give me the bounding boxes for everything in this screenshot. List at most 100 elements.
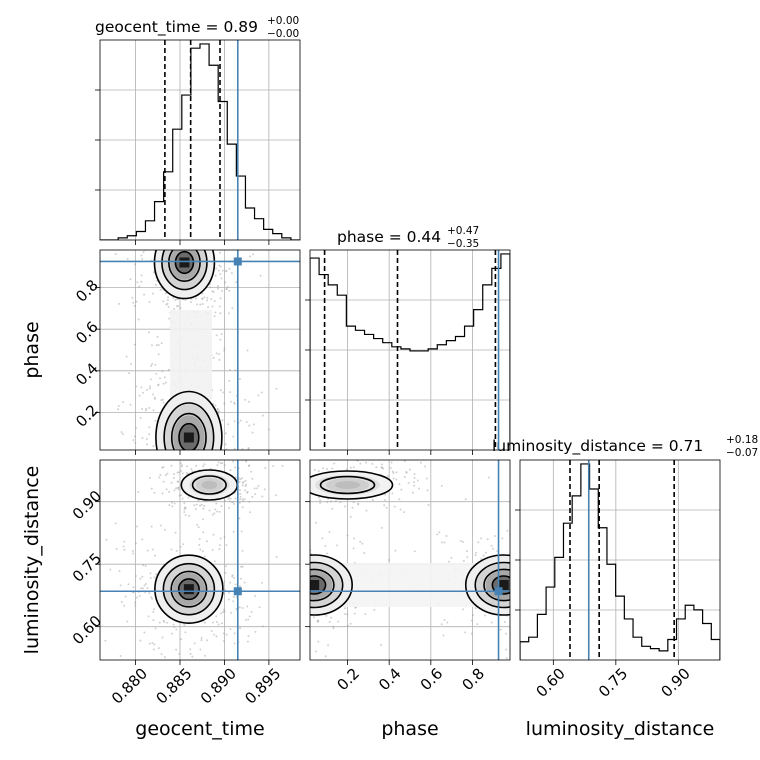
scatter-point [211,305,214,308]
scatter-point [254,594,257,597]
scatter-point [149,476,152,479]
scatter-point [265,578,267,580]
scatter-point [300,560,302,562]
scatter-point [123,604,126,607]
scatter-point [562,593,564,595]
scatter-point [196,523,199,526]
scatter-point [577,588,579,590]
scatter-point [228,507,231,510]
scatter-point [167,451,169,453]
scatter-point [203,555,206,558]
scatter-point [168,317,171,320]
scatter-point [164,381,167,384]
scatter-point [286,547,288,549]
scatter-point [154,283,157,286]
scatter-point [229,391,232,394]
scatter-point [333,462,336,465]
scatter-point [235,281,238,284]
scatter-point [183,508,186,511]
scatter-point [225,565,228,568]
scatter-point [450,556,453,559]
scatter-point [140,587,143,590]
scatter-point [514,546,516,548]
scatter-point [239,495,242,498]
scatter-point [215,352,218,355]
scatter-point [215,635,218,638]
contour-0-2 [170,570,208,608]
scatter-point [233,642,236,645]
scatter-point [292,486,294,488]
scatter-point [157,383,160,386]
scatter-point [303,604,305,606]
scatter-point [280,598,282,600]
scatter-point [167,231,169,233]
scatter-point [391,492,394,495]
scatter-point [241,503,243,505]
scatter-point [206,299,209,302]
scatter-point [403,511,406,514]
scatter-point [398,498,401,501]
scatter-point [264,467,267,470]
scatter-point [238,606,241,609]
scatter-point [129,278,132,281]
scatter-point [262,625,265,628]
scatter-point [145,407,148,410]
scatter-point [158,209,160,211]
scatter-point [189,652,192,655]
scatter-point [339,501,342,504]
scatter-point [222,640,225,643]
scatter-point [170,472,172,474]
scatter-point [230,611,233,614]
scatter-point [282,598,284,600]
scatter-point [135,427,138,430]
scatter-point [140,386,143,389]
scatter-point [261,503,263,505]
scatter-point [330,616,333,619]
scatter-point [259,572,261,574]
scatter-point [182,214,184,216]
scatter-point [158,211,160,213]
scatter-point [211,450,213,452]
scatter-point [175,247,177,249]
scatter-point [217,287,220,290]
scatter-point [197,499,200,502]
scatter-point [194,508,197,511]
scatter-point [155,344,158,347]
scatter-point [154,397,157,400]
scatter-point [540,554,542,556]
xlabel-phase: phase [381,718,438,740]
scatter-point [567,579,569,581]
scatter-point [177,304,180,307]
scatter-point [159,377,162,380]
scatter-point [277,586,279,588]
scatter-point [582,572,584,574]
scatter-point [244,619,247,622]
scatter-point [223,580,226,583]
scatter-point [487,476,490,479]
scatter-point [220,333,223,336]
scatter-point [505,632,508,635]
scatter-point [228,267,231,270]
scatter-point [114,253,117,256]
scatter-point [242,481,245,484]
scatter-point [163,528,166,531]
scatter-point [304,498,306,500]
scatter-point [141,222,143,224]
scatter-point [133,343,136,346]
scatter-point [161,370,164,373]
scatter-point [291,507,293,509]
scatter-point [261,493,263,495]
scatter-point [173,502,176,505]
scatter-point [210,211,212,213]
scatter-point [154,363,157,366]
scatter-point [245,553,247,555]
scatter-point [405,470,408,473]
contour-2-1 [319,475,376,495]
scatter-point [150,344,153,347]
scatter-point [284,603,286,605]
scatter-point [180,638,183,641]
scatter-point [178,494,181,497]
scatter-point [352,466,355,469]
scatter-point [287,547,289,549]
scatter-point [202,507,205,510]
